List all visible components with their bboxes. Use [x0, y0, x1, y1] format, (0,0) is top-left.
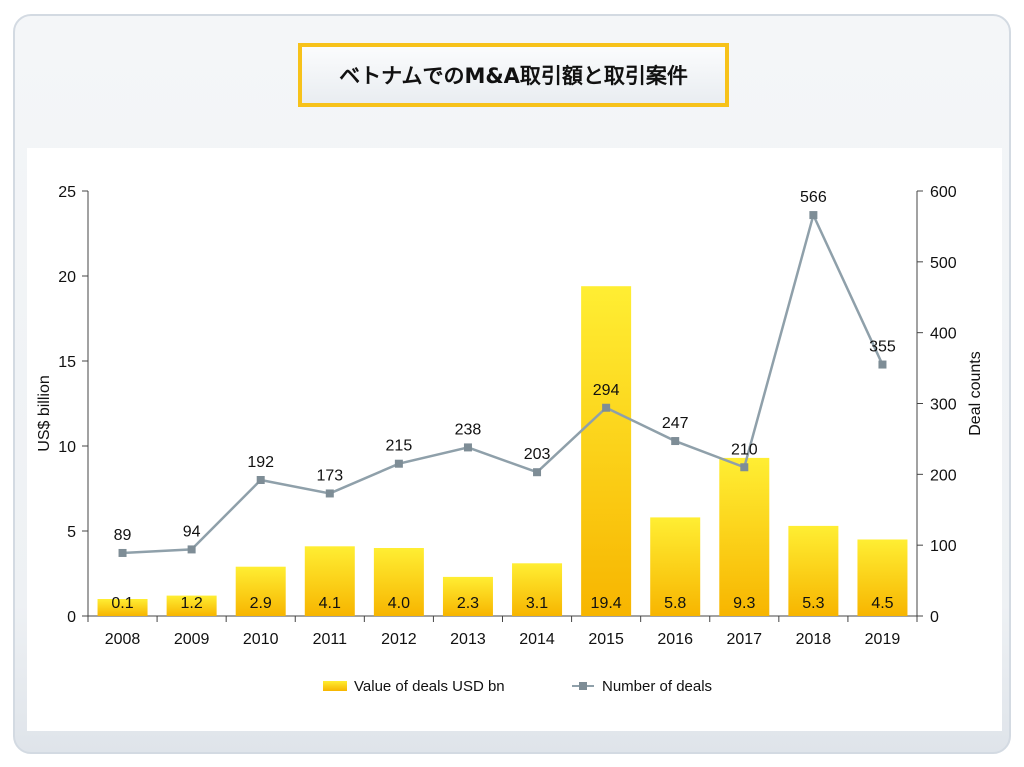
- deals-value-label: 215: [386, 438, 413, 455]
- left-tick-label: 15: [58, 354, 76, 371]
- left-tick-label: 10: [58, 439, 76, 456]
- bar-2010: [235, 566, 286, 616]
- bar-2013: [442, 576, 493, 616]
- bar-value-label: 0.1: [111, 595, 133, 612]
- deals-value-label: 203: [524, 446, 551, 463]
- legend-label-line: Number of deals: [602, 678, 712, 695]
- bar-2018: [788, 525, 839, 616]
- bar-value-label: 4.0: [388, 595, 410, 612]
- bar-value-label: 4.5: [871, 595, 893, 612]
- deals-value-label: 294: [593, 382, 620, 399]
- bar-value-label: 5.8: [664, 595, 686, 612]
- deals-marker-2009: [187, 545, 196, 554]
- x-tick-label: 2015: [588, 631, 624, 648]
- bar-2014: [512, 563, 563, 616]
- deals-marker-2014: [533, 468, 542, 477]
- bar-value-label: 19.4: [591, 595, 622, 612]
- deals-value-label: 94: [183, 523, 201, 540]
- x-tick-label: 2010: [243, 631, 279, 648]
- deals-value-label: 210: [731, 441, 758, 458]
- deals-marker-2016: [671, 437, 680, 446]
- deals-marker-2010: [256, 476, 265, 484]
- right-tick-label: 500: [930, 255, 957, 272]
- legend-swatch-bar: [323, 681, 347, 691]
- x-tick-label: 2018: [796, 631, 832, 648]
- deals-marker-2015: [602, 403, 611, 412]
- deals-marker-2012: [394, 459, 403, 468]
- bar-value-label: 5.3: [802, 595, 824, 612]
- title-banner: ベトナムでのM&A取引額と取引案件: [298, 43, 729, 107]
- left-tick-label: 5: [67, 524, 76, 541]
- y-axis-title-right: Deal counts: [967, 351, 984, 436]
- right-tick-label: 100: [930, 538, 957, 555]
- x-tick-label: 2009: [174, 631, 210, 648]
- x-tick-label: 2017: [726, 631, 762, 648]
- left-tick-label: 20: [58, 269, 76, 286]
- bar-value-label: 2.9: [250, 595, 272, 612]
- x-tick-label: 2014: [519, 631, 555, 648]
- deals-value-label: 247: [662, 415, 689, 432]
- bar-value-label: 9.3: [733, 595, 755, 612]
- deals-value-label: 192: [247, 454, 274, 471]
- deals-marker-2019: [878, 360, 887, 369]
- left-tick-label: 25: [58, 184, 76, 201]
- x-tick-label: 2013: [450, 631, 486, 648]
- deals-marker-2008: [118, 548, 127, 557]
- bar-value-label: 2.3: [457, 595, 479, 612]
- deals-value-label: 355: [869, 339, 896, 356]
- deals-marker-2018: [809, 211, 818, 220]
- bar-value-label: 4.1: [319, 595, 341, 612]
- deals-value-label: 173: [316, 467, 343, 484]
- legend-label-bar: Value of deals USD bn: [354, 678, 505, 695]
- y-axis-title-left: US$ billion: [36, 375, 53, 451]
- deals-value-label: 566: [800, 189, 827, 206]
- legend-swatch-marker: [579, 682, 587, 690]
- right-tick-label: 200: [930, 467, 957, 484]
- x-tick-label: 2019: [865, 631, 901, 648]
- right-tick-label: 400: [930, 326, 957, 343]
- deals-line: [122, 211, 884, 555]
- bar-2016: [650, 517, 701, 616]
- bar-2009: [166, 595, 217, 616]
- deals-marker-2017: [740, 463, 749, 472]
- combo-chart: 0 5 10 15 20 25 0 100 200 300 400 500 600 2008 2009 201…: [36, 184, 984, 695]
- deals-value-label: 238: [455, 421, 482, 438]
- bar-value-label: 1.2: [181, 595, 203, 612]
- x-tick-label: 2011: [313, 631, 348, 648]
- bar-2012: [373, 548, 424, 616]
- chart-title: ベトナムでのM&A取引額と取引案件: [302, 47, 725, 103]
- chart-panel: 0 5 10 15 20 25 0 100 200 300 400 500 600 2008 2009 201…: [27, 148, 1002, 731]
- deals-value-label: 89: [114, 527, 132, 544]
- x-tick-label: 2008: [105, 631, 141, 648]
- bar-2008: [97, 599, 148, 616]
- bar-2015: [581, 286, 632, 616]
- right-tick-label: 300: [930, 397, 957, 414]
- x-tick-label: 2016: [657, 631, 693, 648]
- bar-2017: [719, 457, 770, 616]
- bar-2011: [304, 546, 355, 616]
- right-tick-label: 600: [930, 184, 957, 201]
- deals-marker-2011: [325, 489, 334, 498]
- right-tick-label: 0: [930, 609, 939, 626]
- bar-2019: [857, 539, 908, 616]
- deals-marker-2013: [463, 443, 472, 452]
- bar-value-label: 3.1: [526, 595, 548, 612]
- x-tick-label: 2012: [381, 631, 417, 648]
- left-tick-label: 0: [67, 609, 76, 626]
